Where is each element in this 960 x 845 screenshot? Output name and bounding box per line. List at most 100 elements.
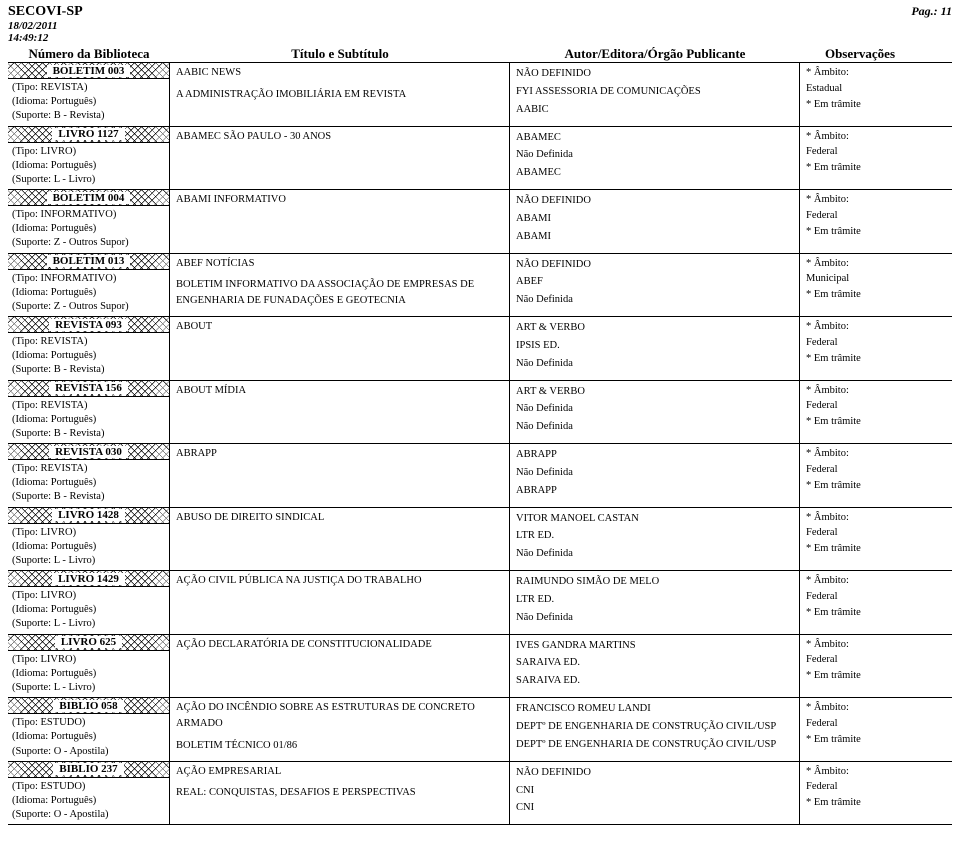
library-meta-line: (Suporte: O - Apostila) xyxy=(12,808,165,822)
author-line: NÃO DEFINIDO xyxy=(516,256,793,274)
obs-line: * Em trâmite xyxy=(806,541,914,557)
table-row: REVISTA 093(Tipo: REVISTA)(Idioma: Portu… xyxy=(8,316,952,380)
obs-line: * Âmbito: xyxy=(806,573,914,589)
library-code-box: REVISTA 030 xyxy=(8,444,169,460)
obs-line: * Âmbito: xyxy=(806,383,914,399)
cell-title: AÇÃO CIVIL PÚBLICA NA JUSTIÇA DO TRABALH… xyxy=(170,571,510,634)
obs-line: Federal xyxy=(806,779,914,795)
library-meta-line: (Suporte: L - Livro) xyxy=(12,554,165,568)
author-line: ABRAPP xyxy=(516,446,793,464)
cell-obs: * Âmbito: Federal* Em trâmite xyxy=(800,127,920,190)
header-left: SECOVI-SP 18/02/2011 14:49:12 xyxy=(8,4,83,44)
library-code: BOLETIM 004 xyxy=(47,192,131,204)
library-meta-line: (Tipo: LIVRO) xyxy=(12,589,165,603)
library-meta-line: (Idioma: Português) xyxy=(12,794,165,808)
library-meta-line: (Suporte: B - Revista) xyxy=(12,363,165,377)
obs-line: * Âmbito: xyxy=(806,129,914,145)
library-meta: (Tipo: REVISTA)(Idioma: Português)(Supor… xyxy=(8,79,169,126)
title-secondary: A ADMINISTRAÇÃO IMOBILIÁRIA EM REVISTA xyxy=(176,87,503,103)
table-row: REVISTA 030(Tipo: REVISTA)(Idioma: Portu… xyxy=(8,443,952,507)
cell-title: AÇÃO DO INCÊNDIO SOBRE AS ESTRUTURAS DE … xyxy=(170,698,510,761)
obs-line: * Âmbito: xyxy=(806,192,914,208)
library-meta-line: (Suporte: L - Livro) xyxy=(12,617,165,631)
obs-line: * Em trâmite xyxy=(806,605,914,621)
obs-line: * Âmbito: xyxy=(806,700,914,716)
obs-line: Federal xyxy=(806,144,914,160)
obs-line: Federal xyxy=(806,335,914,351)
cell-library: BIBLIO 058(Tipo: ESTUDO)(Idioma: Portugu… xyxy=(8,698,170,761)
cell-title: ABAMI INFORMATIVO xyxy=(170,190,510,253)
page-header: SECOVI-SP 18/02/2011 14:49:12 Pag.: 11 xyxy=(8,4,952,44)
title-primary: AÇÃO DO INCÊNDIO SOBRE AS ESTRUTURAS DE … xyxy=(176,700,503,732)
cell-title: AÇÃO DECLARATÓRIA DE CONSTITUCIONALIDADE xyxy=(170,635,510,698)
library-meta-line: (Suporte: O - Apostila) xyxy=(12,745,165,759)
obs-line: * Em trâmite xyxy=(806,160,914,176)
title-primary: AÇÃO CIVIL PÚBLICA NA JUSTIÇA DO TRABALH… xyxy=(176,573,503,589)
cell-author: FRANCISCO ROMEU LANDIDEPTº DE ENGENHARIA… xyxy=(510,698,800,761)
author-line: CNI xyxy=(516,782,793,800)
library-meta-line: (Tipo: INFORMATIVO) xyxy=(12,272,165,286)
cell-obs: * Âmbito: Federal* Em trâmite xyxy=(800,381,920,444)
library-code-box: BOLETIM 013 xyxy=(8,254,169,270)
obs-line: * Âmbito: xyxy=(806,256,914,272)
library-code: BIBLIO 237 xyxy=(53,763,123,775)
cell-obs: * Âmbito: Federal* Em trâmite xyxy=(800,444,920,507)
library-meta: (Tipo: ESTUDO)(Idioma: Português)(Suport… xyxy=(8,778,169,825)
report-date: 18/02/2011 xyxy=(8,20,83,32)
obs-line: * Em trâmite xyxy=(806,795,914,811)
cell-obs: * Âmbito: Federal* Em trâmite xyxy=(800,762,920,825)
obs-line: * Em trâmite xyxy=(806,478,914,494)
library-meta-line: (Suporte: B - Revista) xyxy=(12,427,165,441)
obs-line: * Âmbito: xyxy=(806,65,914,81)
library-meta-line: (Idioma: Português) xyxy=(12,286,165,300)
library-meta-line: (Idioma: Português) xyxy=(12,349,165,363)
cell-author: NÃO DEFINIDOCNICNI xyxy=(510,762,800,825)
library-code-box: LIVRO 1428 xyxy=(8,508,169,524)
cell-author: RAIMUNDO SIMÃO DE MELOLTR ED.Não Definid… xyxy=(510,571,800,634)
library-meta-line: (Suporte: Z - Outros Supor) xyxy=(12,300,165,314)
cell-title: ABOUT xyxy=(170,317,510,380)
library-meta-line: (Suporte: L - Livro) xyxy=(12,681,165,695)
library-code-box: BOLETIM 004 xyxy=(8,190,169,206)
obs-line: Federal xyxy=(806,462,914,478)
title-primary: ABUSO DE DIREITO SINDICAL xyxy=(176,510,503,526)
title-primary: AABIC NEWS xyxy=(176,65,503,81)
cell-author: ART & VERBOIPSIS ED.Não Definida xyxy=(510,317,800,380)
library-meta-line: (Idioma: Português) xyxy=(12,95,165,109)
cell-library: LIVRO 1429(Tipo: LIVRO)(Idioma: Portuguê… xyxy=(8,571,170,634)
cell-obs: * Âmbito: Federal* Em trâmite xyxy=(800,698,920,761)
author-line: CNI xyxy=(516,799,793,817)
obs-line: Federal xyxy=(806,525,914,541)
obs-line: * Em trâmite xyxy=(806,97,914,113)
author-line: Não Definida xyxy=(516,400,793,418)
col-header-author: Autor/Editora/Órgão Publicante xyxy=(510,46,800,62)
cell-author: ABAMECNão DefinidaABAMEC xyxy=(510,127,800,190)
obs-line: Federal xyxy=(806,398,914,414)
library-meta-line: (Tipo: INFORMATIVO) xyxy=(12,208,165,222)
page-number: Pag.: 11 xyxy=(911,4,952,44)
author-line: ART & VERBO xyxy=(516,383,793,401)
author-line: Não Definida xyxy=(516,146,793,164)
table-row: BIBLIO 237 (Tipo: ESTUDO)(Idioma: Portugu… xyxy=(8,761,952,826)
cell-author: ABRAPPNão DefinidaABRAPP xyxy=(510,444,800,507)
author-line: NÃO DEFINIDO xyxy=(516,764,793,782)
author-line: RAIMUNDO SIMÃO DE MELO xyxy=(516,573,793,591)
library-meta-line: (Idioma: Português) xyxy=(12,413,165,427)
cell-title: ABOUT MÍDIA xyxy=(170,381,510,444)
obs-line: Federal xyxy=(806,589,914,605)
author-line: ABEF xyxy=(516,273,793,291)
column-headers: Número da Biblioteca Título e Subtítulo … xyxy=(8,44,952,62)
library-meta-line: (Tipo: REVISTA) xyxy=(12,335,165,349)
library-code: LIVRO 1428 xyxy=(52,509,125,521)
table-row: LIVRO 625(Tipo: LIVRO)(Idioma: Português… xyxy=(8,634,952,698)
title-primary: ABAMEC SÃO PAULO - 30 ANOS xyxy=(176,129,503,145)
obs-line: * Âmbito: xyxy=(806,637,914,653)
cell-library: REVISTA 156(Tipo: REVISTA)(Idioma: Portu… xyxy=(8,381,170,444)
cell-library: BOLETIM 004 (Tipo: INFORMATIVO)(Idioma: P… xyxy=(8,190,170,253)
library-meta: (Tipo: REVISTA)(Idioma: Português)(Supor… xyxy=(8,397,169,444)
author-line: VITOR MANOEL CASTAN xyxy=(516,510,793,528)
col-header-title: Título e Subtítulo xyxy=(170,46,510,62)
library-meta: (Tipo: INFORMATIVO)(Idioma: Português)(S… xyxy=(8,206,169,253)
author-line: Não Definida xyxy=(516,355,793,373)
library-code-box: LIVRO 1429 xyxy=(8,571,169,587)
